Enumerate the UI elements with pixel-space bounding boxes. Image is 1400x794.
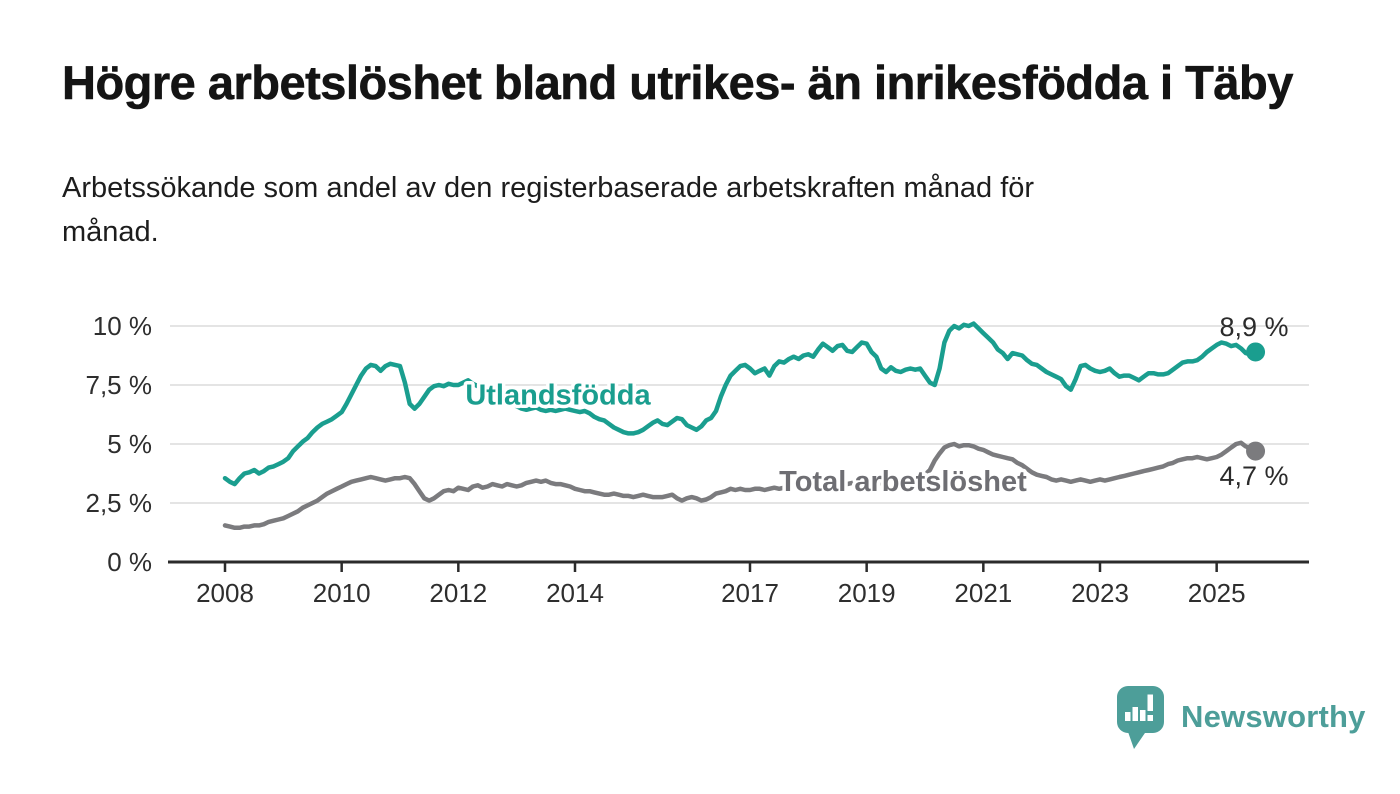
y-tick-label: 5 % xyxy=(107,429,152,459)
series-label-total: Total arbetslöshet xyxy=(779,466,1027,498)
x-tick-label: 2021 xyxy=(954,578,1012,608)
y-tick-label: 10 % xyxy=(93,311,152,341)
x-tick-label: 2010 xyxy=(313,578,371,608)
brand-footer: Newsworthy xyxy=(1112,682,1366,752)
chart-subtitle: Arbetssökande som andel av den registerb… xyxy=(62,166,1322,254)
chart-title: Högre arbetslöshet bland utrikes- än inr… xyxy=(62,56,1294,110)
x-tick-label: 2025 xyxy=(1188,578,1246,608)
x-tick-label: 2014 xyxy=(546,578,604,608)
series-label-utlandsfodda: Utlandsfödda xyxy=(465,379,651,411)
end-dot-total xyxy=(1246,441,1266,461)
brand-name: Newsworthy xyxy=(1181,699,1366,734)
series-line-utlandsfodda xyxy=(222,321,1258,487)
y-tick-label: 7,5 % xyxy=(86,370,153,400)
y-tick-label: 2,5 % xyxy=(86,488,153,518)
end-dot-utlandsfodda xyxy=(1246,342,1266,362)
x-tick-label: 2019 xyxy=(838,578,896,608)
chart-subtitle-line-2: månad. xyxy=(62,216,159,248)
newsworthy-logo-icon xyxy=(1117,686,1164,749)
y-tick-label: 0 % xyxy=(107,547,152,577)
x-tick-label: 2023 xyxy=(1071,578,1129,608)
x-tick-label: 2017 xyxy=(721,578,779,608)
x-tick-label: 2008 xyxy=(196,578,254,608)
x-tick-label: 2012 xyxy=(429,578,487,608)
series-line-total xyxy=(222,440,1258,531)
end-value-label-utlandsfodda: 8,9 % xyxy=(1220,312,1289,342)
chart-subtitle-line-1: Arbetssökande som andel av den registerb… xyxy=(62,172,1035,204)
end-value-label-total: 4,7 % xyxy=(1220,461,1289,491)
